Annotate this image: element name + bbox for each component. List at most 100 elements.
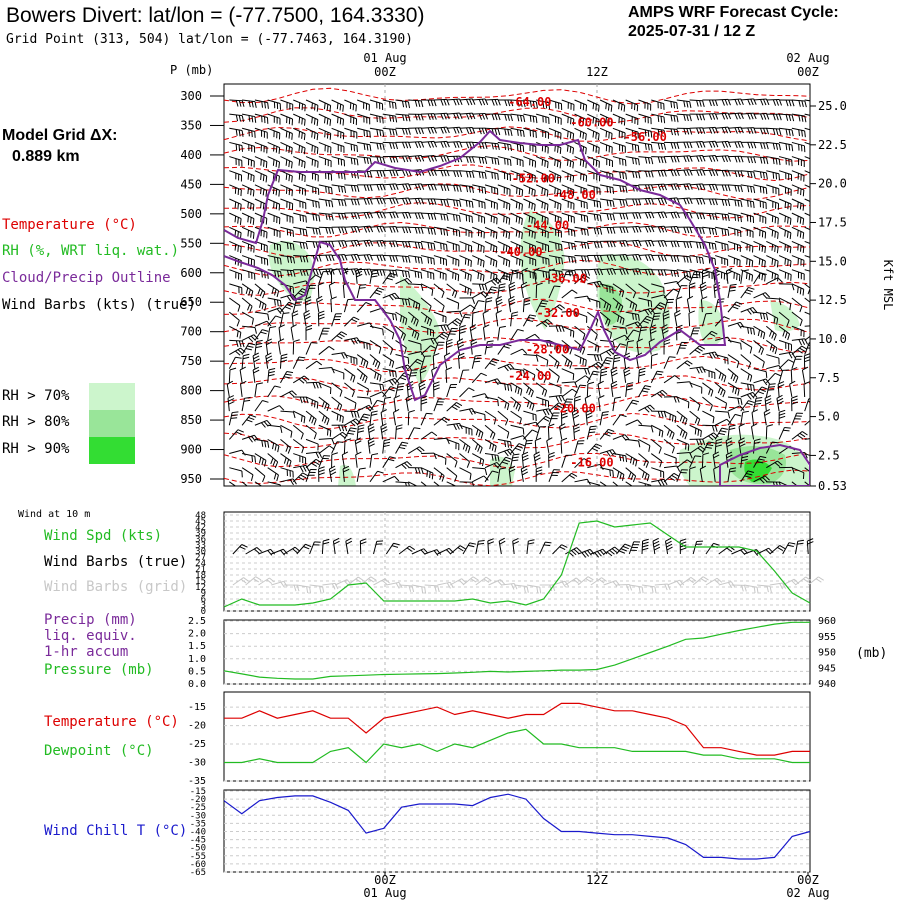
barb-flag — [539, 305, 546, 308]
barb-flag — [774, 347, 778, 355]
wind-barb — [612, 297, 624, 313]
wind-barb — [395, 311, 408, 325]
wind-barb — [433, 324, 450, 332]
barb-flag — [747, 362, 752, 369]
barb-flag — [491, 143, 494, 150]
barb-flag — [305, 396, 309, 404]
barb-flag — [686, 226, 690, 234]
wind-barb — [280, 99, 294, 111]
barb-flag — [762, 187, 765, 194]
wind-barb — [651, 127, 666, 137]
wind-barb — [587, 212, 602, 222]
wind-barb — [497, 240, 511, 254]
barb-staff — [740, 226, 754, 232]
wind-barb — [433, 283, 445, 299]
wind-barb — [548, 382, 562, 394]
barb-flag — [275, 202, 278, 210]
barb-staff — [280, 424, 293, 432]
barb-staff — [254, 255, 268, 260]
barb-flag — [727, 336, 732, 343]
barb-flag — [809, 173, 813, 179]
barb-flag — [676, 129, 679, 136]
barb-staff — [369, 211, 383, 214]
barb-flag — [814, 232, 818, 238]
barb-flag — [566, 271, 573, 273]
barb-flag — [769, 344, 773, 351]
barb-flag — [419, 386, 426, 391]
wind-barb — [536, 408, 553, 416]
barb-flag — [762, 157, 766, 164]
barb-flag — [249, 203, 252, 210]
barb-flag — [245, 287, 249, 295]
barb-flag — [522, 348, 528, 355]
barb-flag — [312, 200, 314, 207]
barb-flag — [505, 259, 508, 266]
barb-staff — [265, 341, 269, 355]
wind-barb — [523, 226, 536, 239]
wind-barb — [561, 409, 568, 426]
barb-flag — [799, 287, 802, 295]
barb-flag — [376, 226, 380, 233]
barb-flag — [365, 361, 369, 369]
barb-flag — [420, 284, 424, 291]
wind-barb — [267, 315, 282, 327]
barb-flag — [542, 116, 544, 123]
barb-flag — [263, 131, 265, 138]
barb-flag — [608, 118, 610, 125]
barb-flag — [305, 256, 309, 263]
wind-barb — [267, 297, 282, 307]
barb-flag — [606, 241, 610, 248]
wind-barb — [280, 127, 293, 140]
barb-flag — [511, 314, 518, 317]
barb-flag — [612, 227, 616, 234]
wind-barb — [638, 127, 653, 138]
barb-flag — [376, 170, 380, 177]
barb-flag — [718, 372, 722, 379]
barb-staff — [510, 156, 524, 161]
barb-flag — [417, 155, 422, 162]
barb-flag — [443, 324, 447, 331]
barb-flag — [353, 338, 358, 345]
barb-flag — [581, 348, 586, 355]
barb-flag — [803, 260, 805, 267]
barb-flag — [734, 170, 738, 178]
barb-flag — [480, 245, 482, 252]
barb-flag — [555, 395, 560, 403]
barb-flag — [392, 313, 395, 321]
barb-staff — [714, 368, 727, 377]
barb-flag — [266, 117, 269, 124]
wind-barb — [280, 424, 293, 438]
barb-flag — [331, 227, 335, 234]
barb-staff — [536, 396, 549, 402]
barb-flag — [413, 318, 417, 325]
wind-barb — [766, 240, 779, 254]
barb-flag — [586, 229, 589, 236]
barb-staff — [357, 127, 370, 132]
wind-barb — [753, 127, 770, 135]
barb-staff — [433, 416, 445, 426]
barb-flag — [598, 161, 600, 168]
barb-flag — [762, 201, 764, 209]
barb-flag — [683, 169, 687, 177]
wind-barb — [229, 240, 242, 254]
barb-flag — [496, 277, 502, 283]
barb-flag — [727, 170, 731, 177]
wind-barb — [675, 296, 683, 313]
barb-flag — [263, 230, 265, 238]
barb-flag — [790, 174, 793, 181]
barb-staff — [535, 226, 549, 233]
barb-flag — [521, 260, 524, 267]
wind-barb — [676, 226, 693, 234]
barb-staff — [433, 269, 447, 275]
barb-flag — [546, 190, 549, 197]
barb-staff — [267, 369, 270, 383]
wind-barb — [574, 384, 587, 398]
barb-staff — [727, 112, 741, 115]
barb-flag — [737, 127, 741, 134]
barb-flag — [336, 335, 343, 340]
barb-flag — [478, 186, 481, 193]
wind-barb — [280, 390, 297, 398]
barb-flag — [354, 402, 357, 410]
barb-staff — [804, 324, 810, 327]
barb-staff — [599, 357, 608, 369]
